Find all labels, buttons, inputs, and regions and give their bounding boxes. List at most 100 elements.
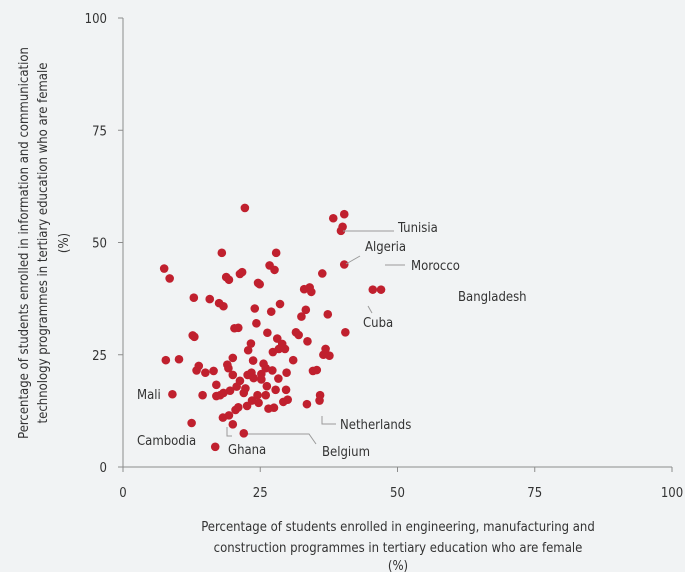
annotation-belgium: Belgium (322, 445, 370, 460)
data-point (212, 380, 221, 390)
data-point (228, 370, 238, 380)
data-point (225, 386, 235, 395)
data-point (165, 274, 174, 283)
data-point (174, 354, 184, 364)
data-point (237, 267, 247, 277)
annotations: Tunisia Algeria Morocco Bangladesh Cuba Mali N… (137, 221, 527, 460)
data-point (189, 293, 199, 303)
data-point (243, 345, 253, 355)
axis-titles: Percentage of students enrolled in engin… (17, 47, 595, 572)
data-point (262, 381, 272, 391)
data-point (240, 203, 250, 213)
x-axis-title-line: (%) (388, 559, 408, 572)
annotation-morocco: Morocco (411, 259, 460, 274)
data-point (212, 391, 221, 401)
data-point (168, 389, 177, 399)
data-point (224, 411, 234, 420)
data-points (159, 203, 386, 452)
data-point (252, 319, 261, 328)
data-point (250, 304, 260, 313)
y-axis-title-line: Percentage of students enrolled in infor… (17, 47, 32, 439)
data-point (288, 355, 298, 365)
data-point (190, 332, 199, 342)
data-point (376, 285, 386, 294)
annotation-algeria: Algeria (365, 240, 406, 255)
data-point (339, 260, 349, 269)
data-point (253, 390, 262, 400)
data-point (233, 323, 243, 333)
data-point (328, 213, 338, 223)
data-point (312, 365, 322, 375)
data-point (209, 366, 218, 376)
y-axis-title-line: technology programmes in tertiary educat… (36, 63, 51, 424)
data-point (307, 287, 316, 297)
annotation-leader-line (367, 305, 373, 314)
data-point (275, 299, 285, 309)
x-tick-label: 0 (119, 486, 126, 501)
data-point (261, 363, 271, 373)
data-point (274, 374, 283, 383)
data-point (205, 294, 215, 304)
data-point (235, 376, 245, 386)
data-point (338, 222, 347, 232)
x-tick-label: 100 (661, 486, 683, 501)
data-point (282, 368, 291, 378)
data-point (255, 279, 265, 289)
data-point (315, 396, 324, 405)
data-point (303, 336, 312, 346)
data-point (264, 404, 273, 413)
data-point (198, 390, 207, 400)
data-point (271, 248, 281, 258)
y-axis-title-line: (%) (57, 233, 72, 253)
data-point (294, 330, 303, 340)
data-point (368, 285, 378, 294)
data-point (281, 385, 291, 395)
data-point (280, 344, 290, 354)
data-point (247, 368, 256, 378)
data-point (159, 264, 169, 273)
data-point (266, 307, 276, 316)
data-point (297, 312, 306, 321)
data-point (242, 401, 252, 411)
data-point (325, 351, 334, 360)
data-point (239, 429, 249, 438)
data-point (228, 420, 238, 429)
annotation-leader-line (248, 433, 317, 445)
data-point (301, 305, 311, 315)
data-point (341, 328, 350, 337)
x-axis-title-line: Percentage of students enrolled in engin… (201, 520, 595, 535)
y-tick-label: 75 (92, 124, 107, 139)
y-tick-label: 25 (92, 349, 107, 364)
data-point (271, 385, 280, 395)
data-point (263, 328, 272, 338)
y-tick-label: 50 (92, 237, 107, 252)
data-point (268, 366, 277, 375)
data-point (339, 209, 349, 219)
data-point (246, 339, 256, 348)
data-point (231, 405, 240, 415)
annotation-tunisia: Tunisia (397, 221, 438, 236)
data-point (217, 248, 227, 258)
annotation-cuba: Cuba (363, 316, 393, 331)
data-point (270, 265, 279, 275)
data-point (241, 384, 250, 393)
data-point (194, 361, 204, 371)
annotation-leader-line (226, 427, 232, 437)
data-point (302, 399, 312, 409)
data-point (321, 344, 330, 354)
x-tick-label: 75 (527, 486, 542, 501)
data-point (257, 375, 266, 384)
data-point (161, 355, 171, 365)
data-point (248, 356, 258, 365)
x-tick-label: 25 (253, 486, 268, 501)
data-point (219, 301, 228, 311)
data-point (323, 310, 333, 319)
data-point (187, 418, 196, 428)
annotation-bangladesh: Bangladesh (458, 290, 527, 305)
data-point (228, 353, 238, 363)
annotation-netherlands: Netherlands (340, 418, 411, 433)
data-point (254, 398, 263, 408)
data-point (317, 269, 327, 278)
data-point (279, 397, 288, 407)
